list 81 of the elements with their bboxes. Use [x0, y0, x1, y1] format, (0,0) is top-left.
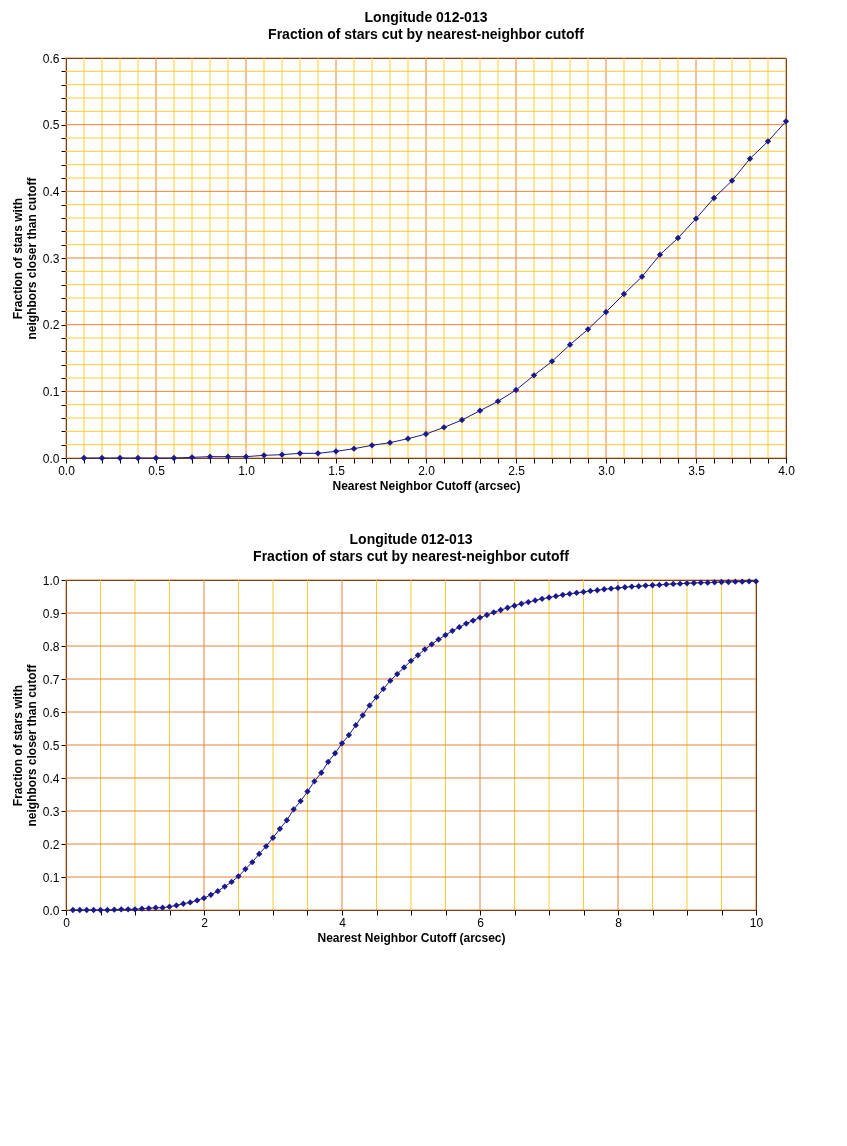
chart-title: Longitude 012-013: [349, 531, 473, 547]
y-tick-label: 0.5: [42, 118, 60, 133]
y-tick-label: 0.7: [42, 672, 60, 687]
x-tick-label: 0: [63, 915, 71, 930]
point: [206, 453, 214, 460]
point: [188, 454, 196, 461]
x-tick-label: 1.0: [238, 463, 256, 478]
y-tick-label: 0.9: [42, 606, 60, 621]
y-tick-label: 0.1: [42, 870, 60, 885]
point: [494, 398, 502, 405]
y-axis-title: Fraction of stars with neighbors closer than cutoff: [10, 663, 39, 827]
y-tick-label: 0.0: [42, 903, 60, 918]
point: [728, 177, 736, 184]
y-tick-label: 0.3: [42, 251, 60, 266]
point: [350, 445, 358, 452]
point: [296, 450, 304, 457]
chart-title: Longitude 012-013: [364, 9, 488, 25]
point: [278, 451, 286, 458]
point: [404, 435, 412, 442]
x-tick-label: 10: [749, 915, 764, 930]
point: [116, 454, 124, 462]
chart-subtitle: Fraction of stars cut by nearest-neighbor cutoff: [253, 548, 570, 564]
y-tick-label: 0.2: [42, 837, 60, 852]
x-tick-label: 3.5: [688, 463, 706, 478]
point: [368, 442, 376, 449]
point: [314, 450, 322, 457]
point: [674, 234, 682, 242]
x-tick-label: 6: [477, 915, 485, 930]
x-tick-label: 2: [201, 915, 209, 930]
y-tick-label: 0.1: [42, 384, 60, 399]
x-axis-title: Nearest Neighbor Cutoff (arcsec): [332, 478, 521, 493]
point: [476, 407, 484, 414]
x-tick-label: 2.0: [418, 463, 436, 478]
point: [638, 273, 646, 280]
point: [764, 138, 772, 145]
point: [458, 416, 466, 424]
point: [422, 430, 430, 438]
y-tick-label: 0.4: [42, 771, 60, 786]
y-tick-label: 0.2: [42, 318, 60, 333]
x-tick-label: 4: [339, 915, 347, 930]
y-tick-label: 1.0: [42, 573, 60, 588]
point: [512, 386, 520, 394]
point: [242, 453, 250, 460]
x-tick-label: 3.0: [598, 463, 616, 478]
point: [746, 155, 754, 162]
y-tick-label: 0.3: [42, 804, 60, 819]
y-tick-label: 0.8: [42, 639, 60, 654]
point: [134, 454, 142, 462]
x-tick-label: 8: [615, 915, 623, 930]
x-tick-label: 4.0: [778, 463, 796, 478]
x-tick-label: 1.5: [328, 463, 346, 478]
point: [386, 439, 394, 446]
y-tick-label: 0.6: [42, 705, 60, 720]
x-tick-label: 0.0: [58, 463, 76, 478]
point: [170, 454, 178, 462]
point: [152, 454, 160, 462]
point: [782, 118, 790, 125]
point: [80, 454, 88, 462]
point: [224, 453, 232, 460]
point: [656, 251, 664, 258]
y-tick-label: 0.6: [42, 51, 60, 66]
point: [440, 424, 448, 431]
point: [602, 308, 610, 316]
chart-subtitle: Fraction of stars cut by nearest-neighbor cutoff: [268, 26, 585, 42]
y-tick-label: 0.5: [42, 738, 60, 753]
point: [584, 326, 592, 333]
point: [548, 358, 556, 365]
x-tick-label: 0.5: [148, 463, 166, 478]
point: [260, 452, 268, 459]
point: [332, 448, 340, 455]
point: [98, 454, 106, 462]
y-tick-label: 0.4: [42, 184, 60, 199]
y-tick-label: 0.0: [42, 451, 60, 466]
x-axis-title: Nearest Neighbor Cutoff (arcsec): [317, 930, 506, 945]
point: [530, 372, 538, 379]
y-axis-title: Fraction of stars with neighbors closer than cutoff: [10, 176, 39, 340]
point: [692, 215, 700, 222]
point: [710, 194, 718, 202]
x-tick-label: 2.5: [508, 463, 526, 478]
point: [566, 341, 574, 348]
point: [620, 290, 628, 298]
